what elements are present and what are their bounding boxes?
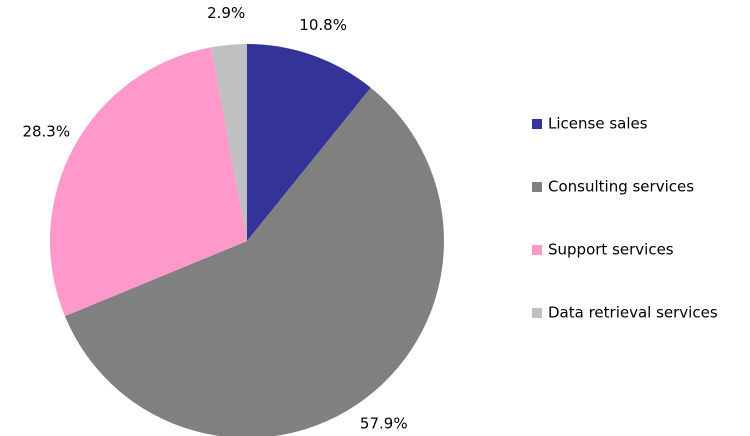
legend-swatch bbox=[532, 119, 542, 129]
pie-slice bbox=[211, 44, 247, 241]
data-label: 10.8% bbox=[299, 16, 347, 34]
pie-slice bbox=[64, 87, 444, 436]
data-label: 2.9% bbox=[207, 4, 245, 22]
legend-swatch bbox=[532, 182, 542, 192]
pie-slice bbox=[50, 47, 248, 317]
legend-label: Support services bbox=[548, 241, 674, 259]
pie-slice bbox=[247, 44, 371, 241]
data-label: 57.9% bbox=[360, 415, 408, 433]
legend-label: License sales bbox=[548, 115, 648, 133]
legend-label: Data retrieval services bbox=[548, 304, 718, 322]
legend-swatch bbox=[532, 308, 542, 318]
legend-label: Consulting services bbox=[548, 178, 694, 196]
data-label: 28.3% bbox=[22, 122, 70, 140]
legend-swatch bbox=[532, 245, 542, 255]
